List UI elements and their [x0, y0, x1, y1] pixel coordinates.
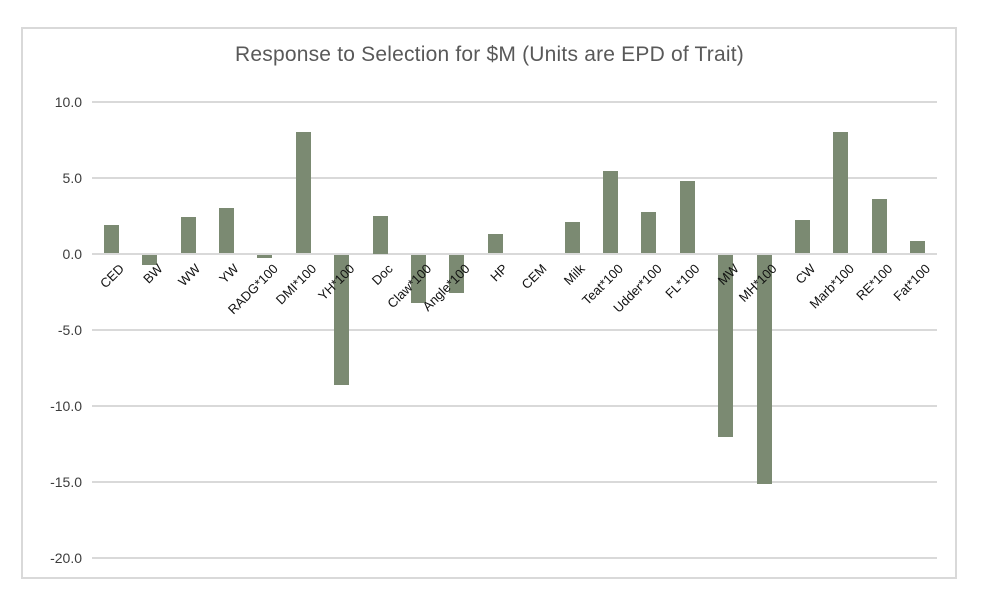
x-axis-category-label-DMI*100: DMI*100 [272, 261, 319, 308]
bar-Teat*100 [603, 171, 619, 254]
bar-Marb*100 [833, 131, 849, 254]
x-axis-category-label-CED: CED [96, 261, 127, 292]
x-axis-category-label-YW: YW [216, 261, 243, 287]
bar-RADG*100 [257, 254, 273, 258]
y-axis-tick-label: -10.0 [50, 397, 82, 414]
bar-CW [795, 220, 811, 254]
y-axis-tick-label: 5.0 [62, 169, 82, 186]
bar-Udder*100 [641, 212, 657, 254]
bar-Doc [372, 215, 388, 254]
bar-YW [218, 207, 234, 254]
x-axis-category-label-Fat*100: Fat*100 [890, 261, 934, 304]
x-axis-category-label-RE*100: RE*100 [852, 261, 895, 304]
bar-DMI*100 [295, 131, 311, 254]
bar-CED [103, 224, 119, 254]
bar-Claw*100 [410, 254, 426, 304]
bar-FL*100 [679, 180, 695, 254]
y-axis-tick-label: -15.0 [50, 473, 82, 490]
bar-WW [180, 217, 196, 254]
x-axis-category-label-FL*100: FL*100 [662, 261, 703, 302]
x-axis-line [92, 252, 937, 255]
bar-RE*100 [871, 198, 887, 254]
bar-Milk [564, 221, 580, 254]
y-axis-tick-label: -20.0 [50, 549, 82, 566]
bar-HP [487, 233, 503, 254]
y-axis-tick-label: 10.0 [54, 93, 82, 110]
bar-MW [718, 254, 734, 437]
y-axis-tick-label: -5.0 [57, 321, 82, 338]
x-axis-category-label-Doc: Doc [368, 261, 396, 288]
x-axis-category-label-HP: HP [487, 261, 511, 285]
x-axis-category-label-CEM: CEM [518, 261, 550, 293]
bar-Angle*100 [449, 254, 465, 293]
gridline-y--20 [92, 556, 937, 559]
bar-Fat*100 [910, 241, 926, 254]
bar-YH*100 [334, 254, 350, 386]
bar-MH*100 [756, 254, 772, 485]
chart-title: Response to Selection for $M (Units are … [235, 43, 744, 66]
bar-BW [142, 254, 158, 266]
chart-frame [21, 27, 957, 579]
x-axis-category-label-CW: CW [792, 261, 819, 287]
gridline-y--5 [92, 328, 937, 331]
x-axis-category-label-WW: WW [175, 261, 204, 289]
gridline-y-10 [92, 100, 937, 103]
y-axis-tick-label: 0.0 [62, 245, 82, 262]
gridline-y--15 [92, 480, 937, 483]
gridline-y-5 [92, 176, 937, 179]
gridline-y--10 [92, 404, 937, 407]
x-axis-category-label-Milk: Milk [560, 261, 588, 288]
